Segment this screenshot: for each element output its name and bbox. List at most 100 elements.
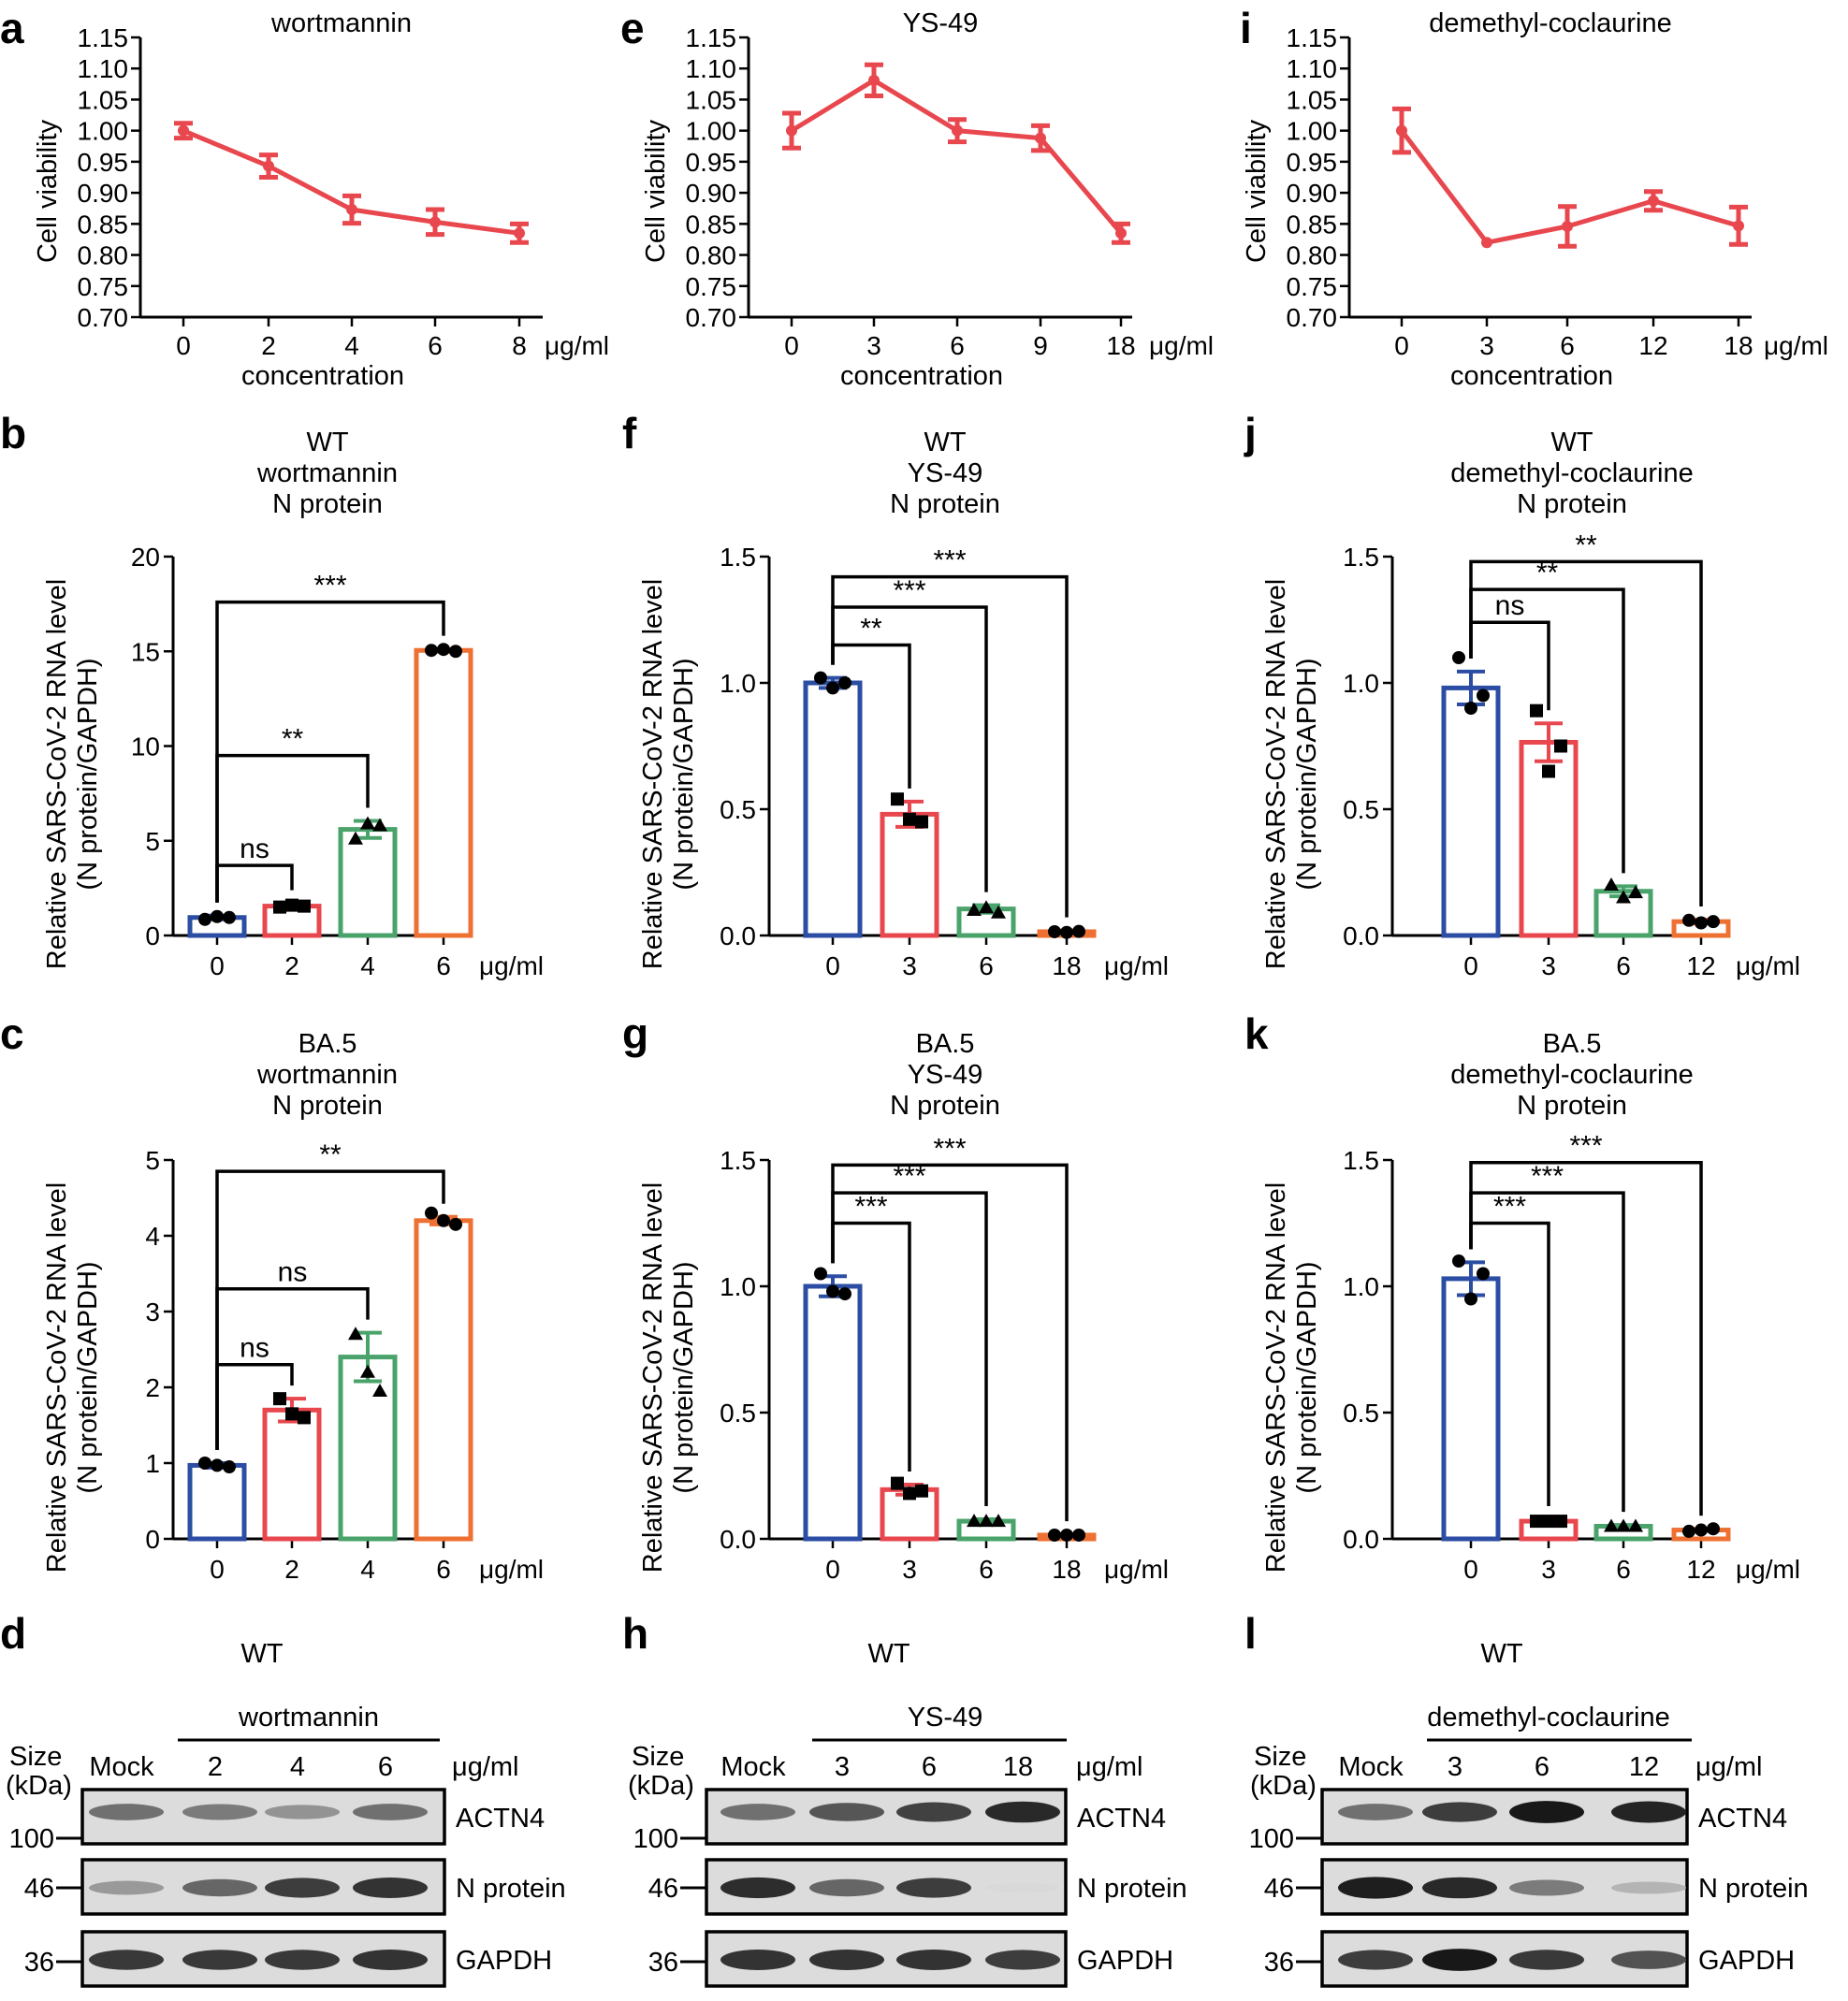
protein-band xyxy=(89,1950,164,1970)
replicate-point xyxy=(298,1411,311,1425)
replicate-point xyxy=(1530,703,1543,718)
y-axis-label: Cell viability xyxy=(1242,119,1272,263)
replicate-point xyxy=(1682,1524,1695,1538)
y-tick-label: 0 xyxy=(145,921,160,950)
chart-title-line: YS-49 xyxy=(908,1060,983,1090)
chart-title-line: N protein xyxy=(272,1091,383,1121)
y-tick-label: 1.10 xyxy=(78,54,129,83)
y-tick-label: 1.10 xyxy=(686,54,737,83)
y-tick-label: 4 xyxy=(145,1222,160,1251)
significance-label: ** xyxy=(319,1139,342,1170)
y-tick-label: 0.90 xyxy=(686,179,737,208)
replicate-point xyxy=(1464,702,1477,715)
lane-label: 3 xyxy=(1448,1752,1462,1782)
protein-band xyxy=(809,1803,884,1821)
significance-bracket xyxy=(215,600,445,903)
replicate-point xyxy=(1060,1528,1073,1542)
chart-title-line: N protein xyxy=(890,1091,1000,1121)
y-axis-label-sub: (N protein/GAPDH) xyxy=(669,1261,699,1493)
x-tick-label: 0 xyxy=(210,951,225,980)
data-point xyxy=(1648,195,1659,207)
unit-label: μg/ml xyxy=(479,951,544,980)
marker-size-label: 36 xyxy=(1264,1948,1294,1978)
significance-bracket xyxy=(831,643,911,789)
chart-title-line: BA.5 xyxy=(1543,1029,1602,1059)
y-tick-label: 3 xyxy=(145,1298,160,1327)
chart-title-line: demethyl-coclaurine xyxy=(1450,1060,1694,1090)
replicate-point xyxy=(979,1514,994,1528)
drug-label: wortmannin xyxy=(238,1703,379,1733)
x-tick-label: 6 xyxy=(979,1555,994,1584)
chart-title-line: demethyl-coclaurine xyxy=(1450,458,1694,488)
marker-size-label: 46 xyxy=(1264,1874,1294,1904)
replicate-point xyxy=(991,1514,1006,1528)
drug-label: YS-49 xyxy=(908,1703,983,1733)
replicate-point xyxy=(991,905,1006,919)
x-tick-label: 4 xyxy=(344,331,359,360)
replicate-point xyxy=(1530,1515,1543,1529)
marker-size-label: 46 xyxy=(24,1874,54,1904)
y-tick-label: 1.00 xyxy=(78,117,129,146)
significance-label: ** xyxy=(1575,529,1597,560)
marker-size-label: 46 xyxy=(648,1874,678,1904)
replicate-point xyxy=(1604,1518,1619,1532)
replicate-point xyxy=(1072,924,1085,938)
y-tick-label: 0.85 xyxy=(686,210,737,239)
replicate-point xyxy=(198,912,211,926)
chart-title: wortmannin xyxy=(270,8,412,38)
chart-title-line: wortmannin xyxy=(256,458,398,488)
x-tick-label: 12 xyxy=(1686,951,1715,980)
blot-title: WT xyxy=(240,1639,283,1669)
panel-label: b xyxy=(0,409,26,457)
significance-label: ns xyxy=(240,834,269,864)
bar xyxy=(803,680,863,938)
x-tick-label: 8 xyxy=(512,331,527,360)
y-axis-label: Relative SARS-CoV-2 RNA level xyxy=(42,1182,72,1573)
significance-bracket xyxy=(831,574,1069,918)
replicate-point xyxy=(1060,925,1073,939)
data-point xyxy=(1733,220,1744,232)
protein-band xyxy=(896,1878,971,1898)
x-tick-label: 0 xyxy=(1394,331,1409,360)
protein-band xyxy=(353,1878,428,1898)
marker-size-label: 36 xyxy=(24,1948,54,1978)
band-label: N protein xyxy=(456,1874,566,1904)
replicate-point xyxy=(1464,1292,1477,1306)
replicate-point xyxy=(425,644,438,658)
protein-band xyxy=(1509,1879,1584,1896)
lane-label: 18 xyxy=(1003,1752,1033,1782)
significance-label: ** xyxy=(282,724,304,755)
protein-band xyxy=(265,1805,340,1820)
x-tick-label: 9 xyxy=(1033,331,1048,360)
y-tick-label: 0.0 xyxy=(720,921,756,950)
data-point xyxy=(1035,132,1046,144)
panel-label: k xyxy=(1244,1009,1269,1058)
marker-size-label: 100 xyxy=(1249,1824,1294,1854)
protein-band xyxy=(809,1950,884,1970)
x-tick-label: 18 xyxy=(1052,1555,1081,1584)
replicate-point xyxy=(285,898,298,912)
marker-size-label: 100 xyxy=(9,1824,54,1854)
x-tick-label: 0 xyxy=(784,331,799,360)
replicate-point xyxy=(915,815,928,829)
lane-label: Mock xyxy=(1338,1752,1404,1782)
y-tick-label: 0.70 xyxy=(78,303,129,332)
y-tick-label: 1.0 xyxy=(720,669,756,698)
protein-band xyxy=(985,1882,1060,1893)
replicate-point xyxy=(348,1327,363,1341)
data-point xyxy=(868,74,880,86)
x-tick-label: 6 xyxy=(1560,331,1575,360)
x-tick-label: 6 xyxy=(436,951,451,980)
replicate-point xyxy=(223,1460,236,1474)
panel-label: a xyxy=(0,4,24,52)
protein-band xyxy=(182,1878,257,1897)
significance-label: ns xyxy=(1495,590,1525,621)
lane-label: 6 xyxy=(1535,1752,1550,1782)
bar xyxy=(338,827,398,938)
replicate-point xyxy=(915,1484,928,1498)
lane-label: 6 xyxy=(378,1752,393,1782)
significance-label: ** xyxy=(860,614,882,645)
